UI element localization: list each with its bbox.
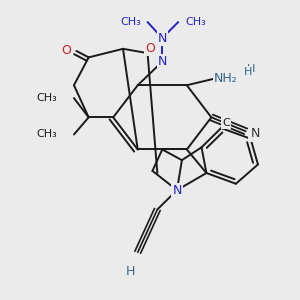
Text: N: N <box>172 184 182 197</box>
Text: CH₃: CH₃ <box>120 17 141 27</box>
Text: NH₂: NH₂ <box>214 72 238 85</box>
Text: N: N <box>158 32 167 45</box>
Text: O: O <box>145 42 155 55</box>
Text: H: H <box>246 64 255 74</box>
Text: N: N <box>158 55 167 68</box>
Text: O: O <box>145 42 155 55</box>
Text: CH₃: CH₃ <box>36 93 57 103</box>
Text: N: N <box>251 127 260 140</box>
Text: CH₃: CH₃ <box>36 130 57 140</box>
Text: NH₂: NH₂ <box>214 72 238 85</box>
Text: CH₃: CH₃ <box>185 17 206 27</box>
Text: CH₃: CH₃ <box>36 93 57 103</box>
Text: N: N <box>158 32 167 45</box>
Text: C: C <box>222 118 230 128</box>
Text: N: N <box>172 184 182 197</box>
Text: O: O <box>61 44 71 58</box>
Text: O: O <box>61 44 71 58</box>
Text: H: H <box>126 263 135 276</box>
Text: N: N <box>249 128 257 141</box>
Text: N: N <box>158 55 167 68</box>
Text: H: H <box>244 68 252 77</box>
Text: CH₃: CH₃ <box>36 130 57 140</box>
Text: CH₃: CH₃ <box>120 17 141 27</box>
Text: CH₃: CH₃ <box>185 17 206 27</box>
Text: H: H <box>126 265 135 278</box>
